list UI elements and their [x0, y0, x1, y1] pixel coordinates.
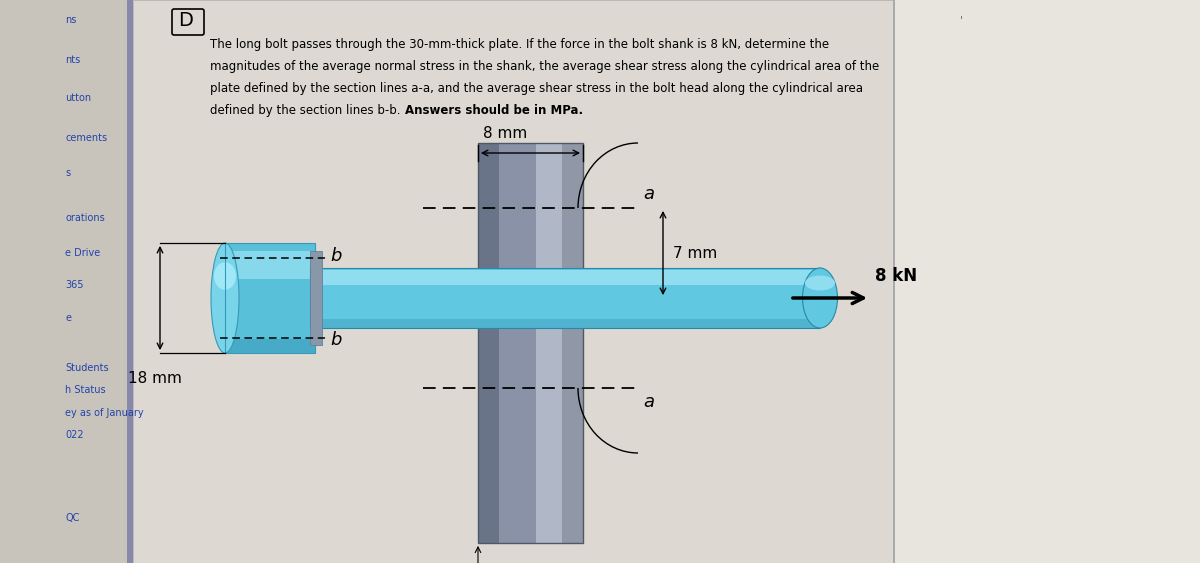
Text: 8 mm: 8 mm [484, 126, 528, 141]
Text: b: b [330, 331, 341, 349]
Bar [310, 319, 820, 328]
Bar [499, 143, 535, 543]
Text: ': ' [960, 15, 964, 25]
Text: 18 mm: 18 mm [128, 371, 182, 386]
Bar [226, 339, 314, 353]
Text: s: s [65, 168, 70, 178]
Bar [133, 0, 1200, 563]
Text: h Status: h Status [65, 385, 106, 395]
Text: e: e [65, 313, 71, 323]
Text: 022: 022 [65, 430, 84, 440]
Ellipse shape [214, 262, 236, 290]
Ellipse shape [805, 275, 835, 291]
Bar [226, 243, 314, 353]
Text: a: a [643, 393, 654, 411]
Text: Students: Students [65, 363, 109, 373]
Text: defined by the section lines b-b.: defined by the section lines b-b. [210, 104, 404, 117]
Bar [127, 0, 133, 563]
Bar [226, 243, 314, 353]
Text: QC: QC [65, 513, 79, 523]
Text: 8 kN: 8 kN [875, 267, 917, 285]
Bar [478, 143, 583, 543]
Bar [133, 0, 893, 563]
Bar [478, 143, 499, 543]
Text: The long bolt passes through the 30-mm-thick plate. If the force in the bolt sha: The long bolt passes through the 30-mm-t… [210, 38, 829, 51]
Bar [310, 251, 322, 345]
Text: Answers should be in MPa.: Answers should be in MPa. [406, 104, 583, 117]
Bar [893, 0, 895, 563]
Text: orations: orations [65, 213, 104, 223]
Text: b: b [330, 247, 341, 265]
Bar [562, 143, 583, 543]
Text: utton: utton [65, 93, 91, 103]
Text: nts: nts [65, 55, 80, 65]
Text: 365: 365 [65, 280, 84, 290]
Text: ns: ns [65, 15, 77, 25]
Text: a: a [643, 185, 654, 203]
Bar [310, 270, 820, 284]
Bar [535, 143, 562, 543]
Bar [310, 268, 820, 328]
Text: 7 mm: 7 mm [673, 245, 718, 261]
Bar [226, 251, 314, 279]
Text: magnitudes of the average normal stress in the shank, the average shear stress a: magnitudes of the average normal stress … [210, 60, 880, 73]
Text: cements: cements [65, 133, 107, 143]
Text: D: D [178, 11, 193, 29]
Text: e Drive: e Drive [65, 248, 101, 258]
Text: plate defined by the section lines a-a, and the average shear stress in the bolt: plate defined by the section lines a-a, … [210, 82, 863, 95]
Ellipse shape [803, 268, 838, 328]
Bar [310, 268, 820, 328]
Ellipse shape [211, 243, 239, 353]
Text: ey as of January: ey as of January [65, 408, 144, 418]
